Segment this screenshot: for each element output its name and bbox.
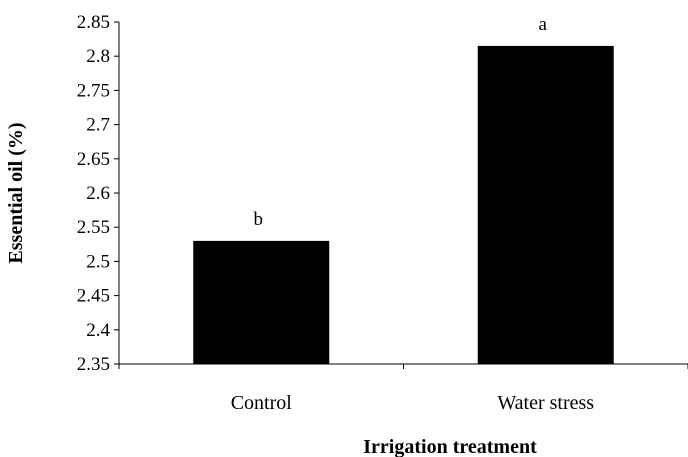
y-tick-label: 2.45	[77, 286, 110, 307]
category-labels: Control Water stress	[231, 392, 595, 414]
bar-control	[193, 240, 330, 364]
y-tick-label: 2.4	[86, 320, 110, 341]
y-tick-label: 2.65	[77, 149, 110, 170]
bar-water-stress	[477, 45, 614, 364]
y-tick-label: 2.7	[86, 115, 110, 136]
data-labels: ba	[254, 14, 548, 230]
data-label: a	[539, 14, 548, 35]
y-tick-label: 2.8	[86, 46, 110, 67]
category-label: Water stress	[497, 392, 594, 414]
category-label: Control	[231, 392, 293, 414]
y-tick-label: 2.85	[77, 12, 110, 33]
data-label: b	[254, 209, 264, 230]
y-tick-label: 2.75	[77, 80, 110, 101]
y-axis-ticks: 2.35 2.4 2.45 2.5 2.55 2.6 2.65 2.7 2.75 2.8 2.85	[77, 12, 119, 375]
y-tick-label: 2.5	[86, 251, 110, 272]
y-tick-label: 2.35	[77, 354, 110, 375]
y-axis-title: Essential oil (%)	[5, 122, 27, 263]
y-tick-label: 2.55	[77, 217, 110, 238]
x-axis-ticks	[118, 364, 688, 369]
x-axis-title: Irrigation treatment	[363, 436, 537, 457]
bars	[193, 45, 614, 364]
y-tick-label: 2.6	[86, 183, 110, 204]
